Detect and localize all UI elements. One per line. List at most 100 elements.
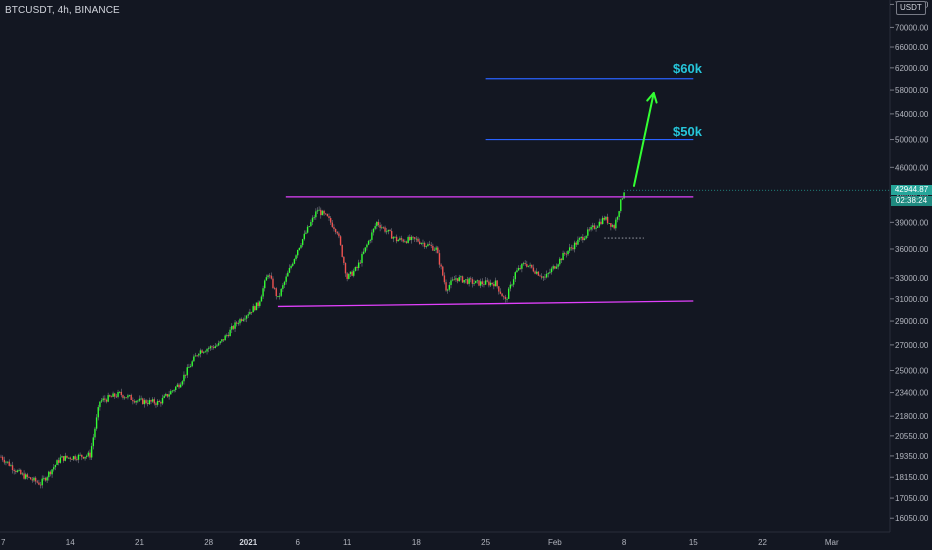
- candle-body: [147, 403, 149, 405]
- candle-body: [386, 231, 388, 233]
- candle-body: [425, 246, 427, 247]
- candle-body: [155, 403, 157, 405]
- candle-body: [390, 231, 393, 239]
- candle-body: [211, 346, 213, 348]
- candle-body: [338, 233, 340, 237]
- candle-body: [196, 355, 198, 357]
- candle-body: [351, 271, 353, 276]
- candle-body: [3, 459, 5, 463]
- time-axis[interactable]: 7 14 21 28 2021 6 11 18 25 Feb 8 15 22 Mar: [0, 531, 890, 547]
- time-tick-label: 21: [135, 538, 144, 547]
- price-axis[interactable]: 16050.00 17050.00 18150.00 19350.00 20550.00…: [889, 0, 929, 532]
- candle-body: [583, 238, 586, 241]
- candle-body: [364, 247, 366, 252]
- candle-body: [613, 225, 615, 229]
- candle-body: [112, 393, 114, 397]
- candle-body: [107, 395, 109, 402]
- price-tick-label: 54000.00: [895, 110, 929, 119]
- candle-body: [433, 249, 436, 251]
- candle-body: [26, 474, 29, 477]
- candle-body: [87, 452, 90, 456]
- candle-body: [362, 251, 365, 254]
- candle-body: [275, 288, 277, 297]
- candle-body: [221, 339, 223, 342]
- candle-body: [207, 348, 210, 350]
- candle-body: [572, 247, 574, 250]
- candle-body: [354, 267, 357, 271]
- candle-body: [209, 346, 212, 349]
- time-tick-label: 22: [758, 538, 767, 547]
- candle-body: [325, 213, 327, 215]
- candle-body: [417, 238, 419, 242]
- candle-body: [84, 456, 86, 459]
- candle-body: [97, 407, 99, 418]
- price-tick-label: 27000.00: [895, 341, 929, 350]
- candle-body: [237, 323, 240, 324]
- candle-body: [216, 345, 218, 347]
- candle-body: [188, 367, 190, 368]
- candle-body: [34, 477, 37, 482]
- candle-body: [493, 283, 495, 287]
- candle-body: [481, 281, 484, 285]
- candle-body: [13, 470, 15, 472]
- candle-body: [10, 465, 12, 467]
- candle-body: [567, 250, 569, 255]
- candle-body: [15, 471, 17, 473]
- price-tick-label: 70000.00: [895, 23, 929, 32]
- candle-body: [369, 239, 371, 241]
- candle-body: [166, 394, 169, 397]
- candle-body: [303, 233, 305, 240]
- candle-body: [175, 386, 177, 391]
- candle-body: [491, 282, 493, 284]
- candle-body: [446, 289, 449, 291]
- projection-arrow-shaft: [632, 91, 655, 187]
- time-tick-label: 11: [343, 538, 352, 547]
- candle-body: [133, 401, 136, 403]
- candle-body: [432, 245, 434, 251]
- candle-body: [176, 384, 179, 387]
- candle-body: [587, 229, 589, 236]
- candle-body: [427, 244, 429, 247]
- candle-body: [412, 236, 414, 238]
- candle-body: [283, 281, 286, 286]
- candle-body: [405, 241, 408, 243]
- candle-body: [118, 391, 121, 393]
- candle-body: [475, 280, 477, 284]
- candle-body: [277, 295, 279, 297]
- candle-body: [377, 221, 380, 226]
- candle-body: [381, 227, 383, 229]
- support-line: [277, 300, 694, 308]
- candle-body: [89, 452, 91, 458]
- candle-body: [214, 346, 216, 349]
- candle-body: [311, 217, 314, 222]
- candle-body: [191, 361, 193, 367]
- candle-body: [603, 217, 605, 220]
- candle-body: [76, 459, 78, 461]
- candle-body: [153, 399, 155, 404]
- candle-body: [127, 395, 129, 398]
- currency-unit-label[interactable]: USDT: [896, 1, 926, 15]
- candle-body: [278, 295, 281, 297]
- candle-body: [514, 272, 516, 280]
- price-tick-label: 16050.00: [895, 514, 929, 523]
- candle-body: [72, 456, 75, 460]
- candle-body: [102, 398, 104, 401]
- candle-body: [601, 217, 604, 225]
- candle-body: [0, 456, 2, 458]
- candle-body: [61, 456, 63, 458]
- candle-body: [539, 275, 541, 277]
- candle-body: [62, 456, 65, 461]
- candle-body: [600, 221, 602, 225]
- candle-body: [348, 273, 350, 279]
- candle-body: [239, 319, 241, 324]
- price-tick-label: 46000.00: [895, 163, 929, 172]
- candle-body: [308, 226, 310, 228]
- candle-body: [552, 266, 554, 269]
- candle-body: [479, 281, 482, 286]
- candle-body: [501, 293, 503, 297]
- candle-body: [547, 272, 549, 274]
- time-tick-label: 28: [204, 538, 213, 547]
- candle-body: [288, 267, 291, 273]
- candle-body: [252, 306, 254, 313]
